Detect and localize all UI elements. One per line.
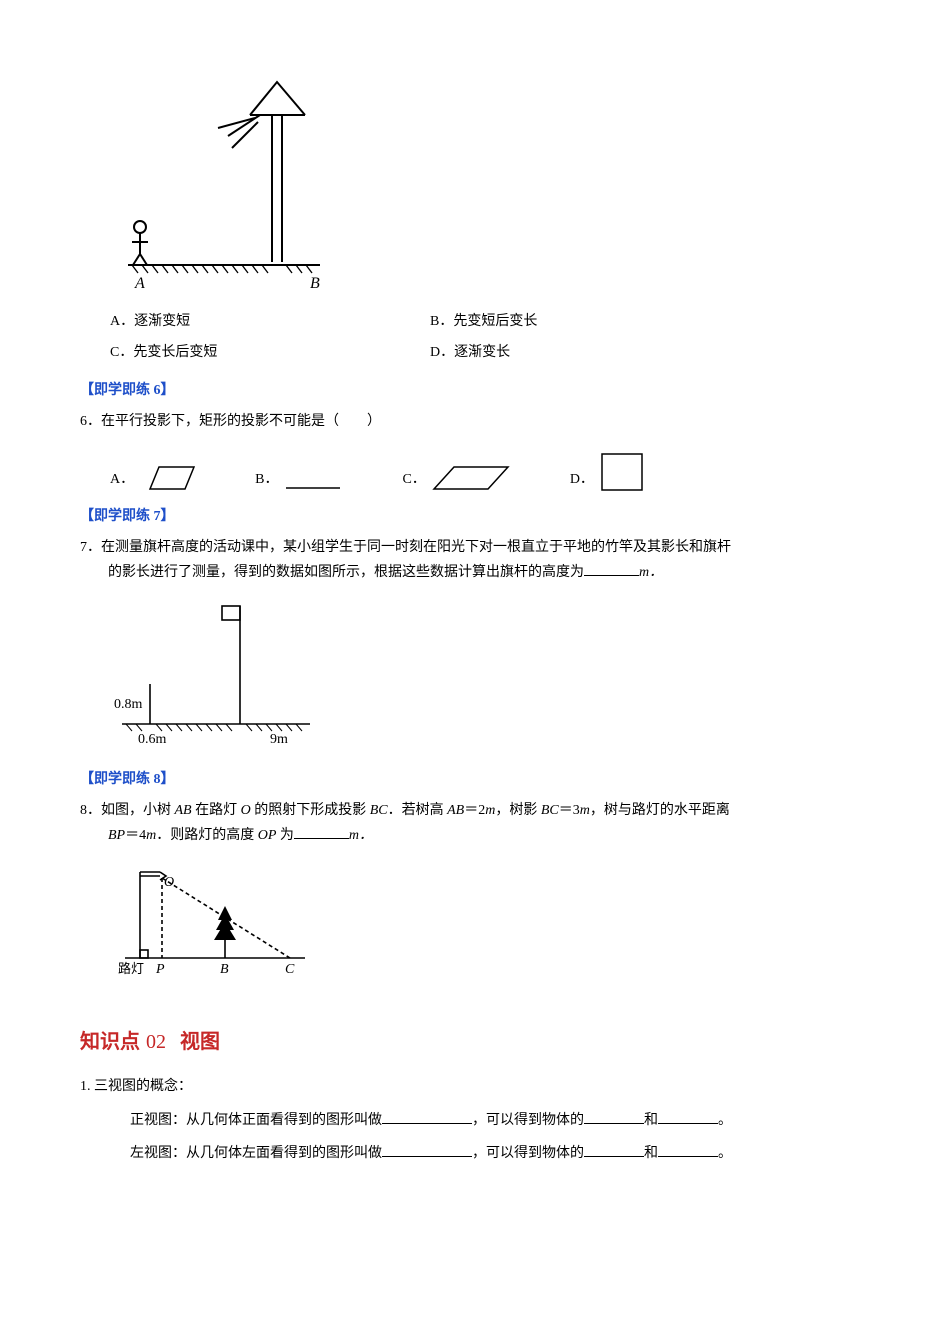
q6-choices: A． B． C． D．: [110, 452, 870, 492]
label-P: P: [155, 962, 165, 977]
q5-options-row2: C．先变长后变短 D．逐渐变长: [110, 340, 870, 365]
q5-opt-b: B．先变短后变长: [430, 309, 630, 334]
blank-2b: [584, 1141, 644, 1156]
practice-label-7: 【即学即练 7】: [80, 504, 870, 529]
label-B: B: [310, 275, 320, 290]
blank-1c: [658, 1108, 718, 1123]
label-stick-shadow: 0.6m: [138, 732, 167, 746]
label-Btree: B: [220, 962, 229, 977]
parallelogram-large-icon: [432, 464, 510, 492]
blank-1a: [382, 1108, 472, 1123]
q5-opt-c: C．先变长后变短: [110, 340, 430, 365]
q7-blank: [584, 561, 639, 576]
practice-label-8: 【即学即练 8】: [80, 767, 870, 792]
q5-opt-d: D．逐渐变长: [430, 340, 630, 365]
streetlamp-svg: A B: [110, 70, 340, 290]
blank-2a: [382, 1141, 472, 1156]
q5-options-row1: A．逐渐变短 B．先变短后变长: [110, 309, 870, 334]
view-line-2: 左视图：从几何体左面看得到的图形叫做，可以得到物体的和。: [130, 1141, 870, 1166]
label-O: O: [164, 875, 174, 890]
label-stick-height: 0.8m: [114, 697, 143, 712]
rectangle-icon: [600, 452, 644, 492]
q6-choice-b: B．: [255, 467, 342, 492]
section-title-02: 知识点02视图: [80, 1024, 870, 1060]
practice-label-6: 【即学即练 6】: [80, 378, 870, 403]
figure-streetlamp: A B: [110, 70, 870, 299]
figure-flagpole: 0.8m 0.6m 9m: [110, 596, 870, 755]
blank-2c: [658, 1141, 718, 1156]
label-pole-shadow: 9m: [270, 732, 288, 746]
q6-choice-d: D．: [570, 452, 644, 492]
views-header: 1. 三视图的概念：: [80, 1074, 870, 1099]
q6-choice-a: A．: [110, 464, 195, 492]
q8-blank: [294, 824, 349, 839]
figure-lamp-tree: O P B C 路灯: [110, 858, 870, 992]
label-C: C: [285, 962, 295, 977]
q8-text: 8．如图，小树 AB 在路灯 O 的照射下形成投影 BC．若树高 AB＝2m，树…: [80, 798, 870, 848]
q6-text: 6．在平行投影下，矩形的投影不可能是（ ）: [80, 409, 870, 434]
line-segment-icon: [284, 480, 342, 492]
q6-choice-c: C．: [402, 464, 509, 492]
q5-opt-a: A．逐渐变短: [110, 309, 430, 334]
view-line-1: 正视图：从几何体正面看得到的图形叫做，可以得到物体的和。: [130, 1108, 870, 1133]
label-A: A: [134, 275, 145, 290]
q7-text: 7．在测量旗杆高度的活动课中，某小组学生于同一时刻在阳光下对一根直立于平地的竹竿…: [80, 535, 870, 585]
parallelogram-small-icon: [140, 464, 195, 492]
flagpole-svg: 0.8m 0.6m 9m: [110, 596, 320, 746]
blank-1b: [584, 1108, 644, 1123]
label-lamp: 路灯: [118, 961, 144, 976]
lamp-tree-svg: O P B C 路灯: [110, 858, 310, 983]
